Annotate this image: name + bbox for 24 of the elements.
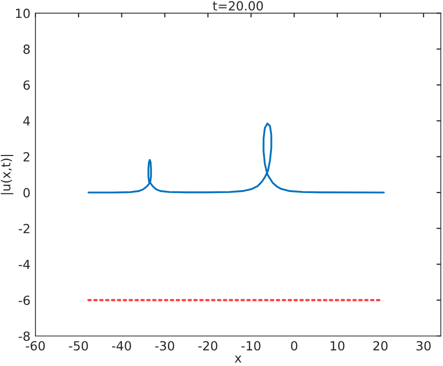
x-tick-label: 10 [330, 341, 344, 351]
y-axis-title: |u(x,t)| [0, 154, 14, 194]
x-tick-label: -40 [112, 341, 132, 351]
chart-title: t=20.00 [212, 1, 263, 11]
x-axis-title: x [234, 356, 242, 362]
y-tick-label: -4 [18, 260, 30, 269]
y-tick-label: 4 [23, 116, 30, 126]
y-tick-label: 6 [24, 80, 30, 90]
line-series [88, 122, 385, 194]
y-tick-label: 0 [23, 188, 30, 198]
x-tick-label: -20 [198, 341, 218, 351]
y-tick-label: -8 [18, 331, 30, 341]
x-tick-label: 20 [373, 341, 388, 351]
x-tick-label: 30 [416, 341, 431, 351]
x-tick-label: -50 [68, 341, 88, 351]
y-tick-label: 2 [24, 152, 30, 162]
x-tick-label: 0 [291, 341, 298, 351]
x-tick-label: -30 [155, 341, 174, 351]
y-tick-label: -6 [18, 296, 30, 306]
x-tick-label: -60 [26, 341, 45, 351]
y-tick-label: 8 [23, 44, 30, 54]
y-tick-label: -2 [18, 224, 30, 234]
x-tick-label: -10 [241, 341, 260, 351]
y-tick-label: 10 [16, 8, 30, 18]
